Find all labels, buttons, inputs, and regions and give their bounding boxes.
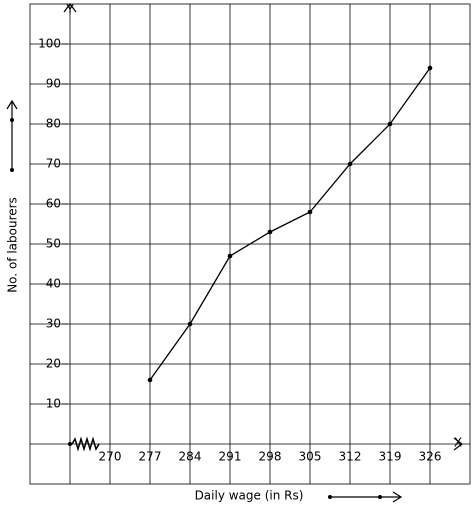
point	[267, 229, 273, 235]
x-tick-label: 291	[219, 450, 242, 464]
x-label-arrow	[328, 491, 403, 503]
y-axis-label: No. of labourers	[6, 197, 20, 293]
point	[347, 161, 353, 167]
y-tick-label: 40	[46, 277, 61, 291]
y-tick-label: 70	[46, 157, 61, 171]
x-axis-label: Daily wage (in Rs)	[195, 489, 304, 503]
y-tick-label: 60	[46, 197, 61, 211]
x-tick-label: 298	[259, 450, 282, 464]
point	[147, 377, 153, 383]
y-tick-label: 100	[38, 37, 61, 51]
x-arrow	[453, 437, 463, 451]
origin-dot	[68, 442, 72, 446]
x-tick-label: 284	[179, 450, 202, 464]
y-label-arrow	[6, 99, 18, 172]
point	[187, 321, 193, 327]
y-tick-label: 80	[46, 117, 61, 131]
axis-break	[71, 436, 100, 452]
x-tick-label: 305	[299, 450, 322, 464]
y-tick-label: 50	[46, 237, 61, 251]
y-tick-label: 10	[46, 397, 61, 411]
x-tick-label: 326	[419, 450, 442, 464]
x-tick-label: 319	[379, 450, 402, 464]
line	[149, 67, 431, 381]
y-tick-label: 90	[46, 77, 61, 91]
point	[427, 65, 433, 71]
y-tick-label: 20	[46, 357, 61, 371]
x-tick-label: 277	[139, 450, 162, 464]
x-tick-label: 270	[99, 450, 122, 464]
point	[307, 209, 313, 215]
x-tick-label: 312	[339, 450, 362, 464]
y-arrow	[63, 3, 77, 13]
x-axis-name: X	[454, 436, 462, 450]
y-axis-name: Y	[65, 3, 74, 17]
point	[227, 253, 233, 259]
y-tick-label: 30	[46, 317, 61, 331]
point	[387, 121, 393, 127]
